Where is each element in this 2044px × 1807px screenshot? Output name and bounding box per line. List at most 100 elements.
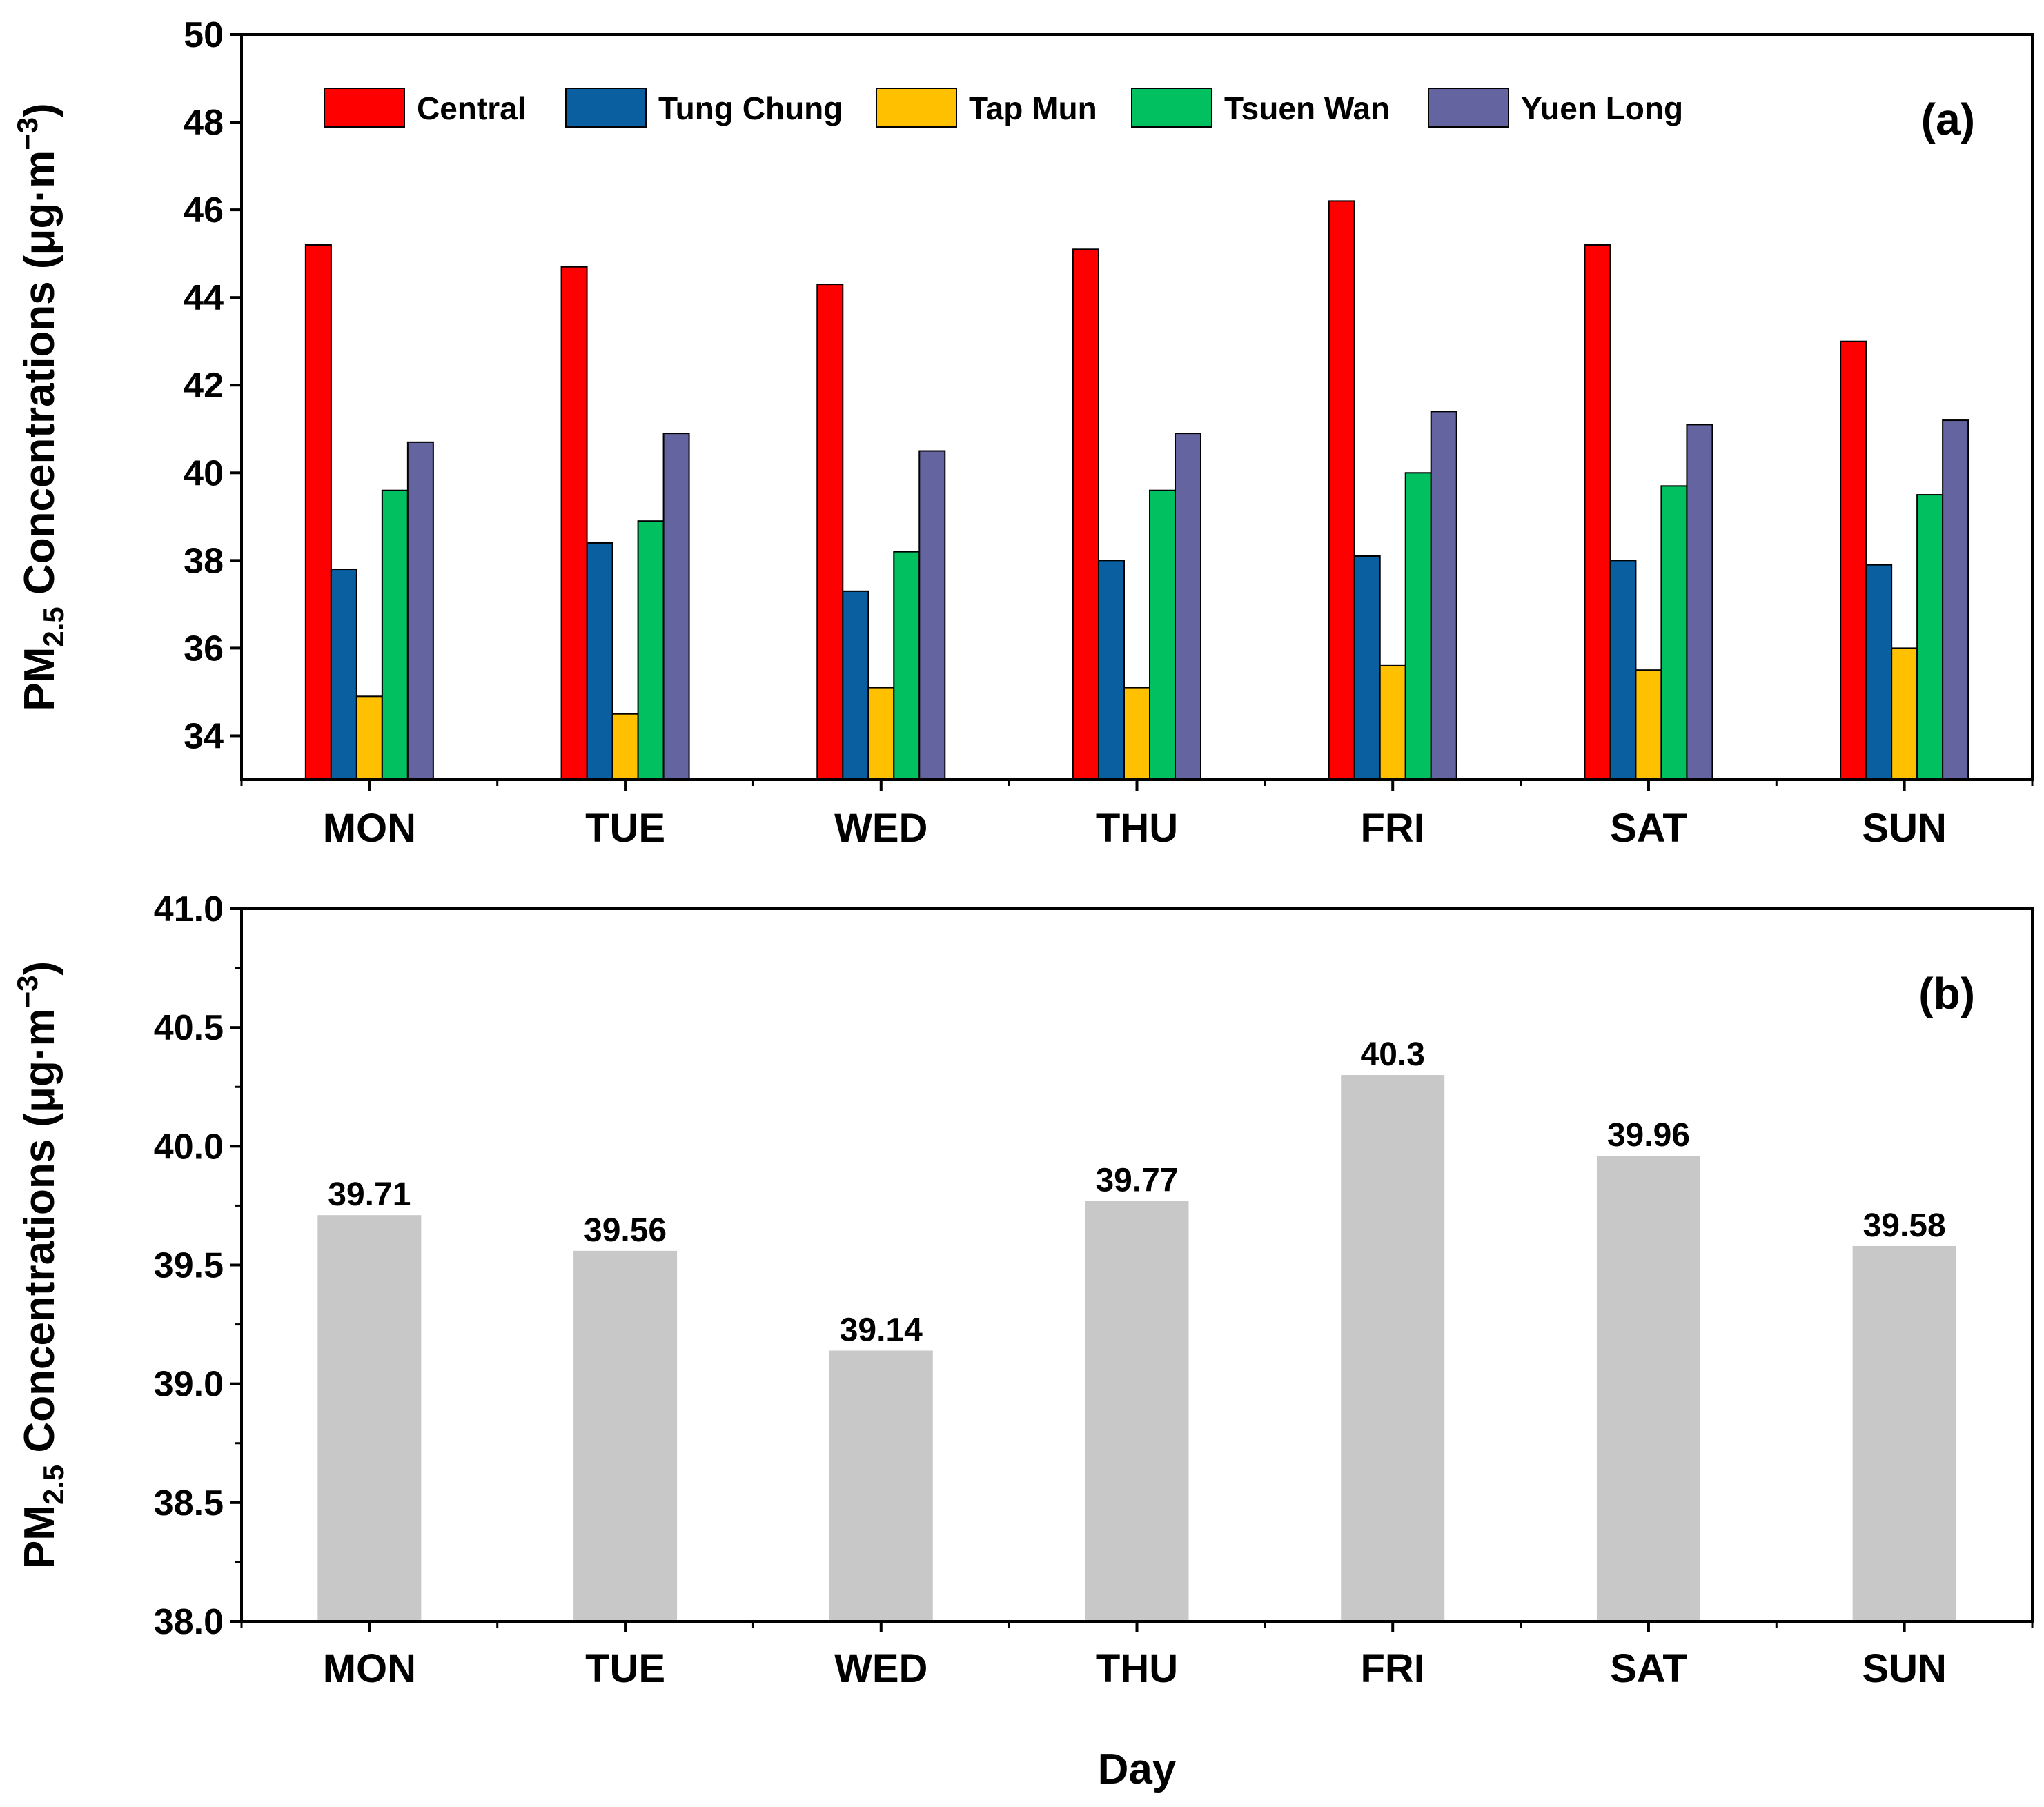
bar-tung-chung-sun (1865, 564, 1893, 780)
bar-central-sat (1584, 244, 1611, 780)
legend-item-yuen-long: Yuen Long (1428, 88, 1683, 128)
legend-label: Tap Mun (969, 90, 1097, 126)
x-tick-label-sun: SUN (1862, 1646, 1946, 1691)
y-tick-label: 39.0 (154, 1365, 224, 1405)
x-tick-label-sat: SAT (1610, 806, 1687, 851)
x-tick-label-thu: THU (1096, 1646, 1178, 1691)
bar-yuen-long-tue (662, 433, 690, 781)
legend-swatch (324, 88, 405, 128)
bar-yuen-long-mon (406, 441, 434, 781)
panel-a-x-axis: MON TUE WED THU FRI SAT SUN (240, 780, 2034, 851)
x-tick-label-fri: FRI (1360, 1646, 1424, 1691)
ylabel-main: PM (16, 1505, 63, 1569)
ylabel-close: ) (16, 103, 63, 117)
bar-tsuen-wan-mon (381, 489, 409, 780)
ylabel-main: PM (16, 647, 63, 711)
bar-average-tue (573, 1250, 678, 1621)
bar-central-thu (1072, 248, 1099, 780)
panel-b-bars: 39.71 39.56 39.14 39.77 40.3 39.96 39.58 (317, 1036, 1956, 1621)
x-tick-label-wed: WED (834, 806, 927, 851)
legend-item-tap-mun: Tap Mun (876, 88, 1097, 128)
bar-tap-mun-sat (1635, 669, 1662, 780)
legend-swatch (565, 88, 647, 128)
ylabel-close: ) (16, 961, 63, 976)
panel-a-y-axis: 34 36 38 40 42 44 46 48 50 (184, 15, 242, 756)
bar-central-mon (304, 244, 332, 780)
legend-label: Tung Chung (658, 90, 843, 126)
x-tick-label-sat: SAT (1610, 1646, 1687, 1691)
legend-label: Yuen Long (1521, 90, 1683, 126)
y-tick-label: 38.5 (154, 1483, 224, 1523)
y-tick-label: 40.5 (154, 1008, 224, 1048)
legend-label: Tsuen Wan (1224, 90, 1390, 126)
legend-swatch (1428, 88, 1509, 128)
bar-yuen-long-sat (1686, 424, 1713, 780)
panel-a-legend: Central Tung Chung Tap Mun Tsuen Wan Yuen Lo… (324, 88, 1683, 128)
data-label-sun: 39.58 (1863, 1207, 1946, 1244)
bar-average-mon (317, 1215, 422, 1621)
bar-central-tue (560, 266, 588, 780)
legend-swatch (876, 88, 957, 128)
panel-a: Central Tung Chung Tap Mun Tsuen Wan Yuen Lo… (11, 15, 2034, 851)
bar-central-wed (816, 284, 844, 780)
x-tick-label-mon: MON (323, 806, 416, 851)
bar-average-fri (1341, 1075, 1445, 1621)
data-label-sat: 39.96 (1607, 1117, 1690, 1154)
ylabel-sub: 2.5 (37, 1465, 70, 1505)
bar-tsuen-wan-sat (1660, 485, 1688, 781)
bar-tung-chung-wed (842, 590, 869, 781)
x-tick-label-thu: THU (1096, 806, 1178, 851)
ylabel-rest: Concentrations (μg·m (16, 1008, 63, 1464)
panel-b-label: (b) (1918, 969, 1975, 1018)
ylabel-rest: Concentrations (μg·m (16, 150, 63, 606)
y-tick-label: 38 (184, 541, 224, 581)
bar-tap-mun-thu (1123, 687, 1150, 781)
x-tick-label-sun: SUN (1862, 806, 1946, 851)
bar-yuen-long-wed (918, 450, 946, 780)
data-label-tue: 39.56 (584, 1212, 667, 1249)
panel-b-y-axis: 38.0 38.5 39.0 39.5 40.0 40.5 41.0 (154, 889, 242, 1642)
y-tick-label: 39.5 (154, 1246, 224, 1286)
panel-a-y-axis-title: PM2.5 Concentrations (μg·m−3) (11, 103, 70, 711)
y-tick-label: 40 (184, 453, 224, 493)
x-tick-label-wed: WED (834, 1646, 927, 1691)
bar-central-sun (1840, 340, 1867, 780)
bar-average-wed (829, 1350, 933, 1621)
y-tick-label: 44 (184, 278, 224, 318)
panel-b-x-axis: MON TUE WED THU FRI SAT SUN (240, 1621, 2034, 1691)
bar-yuen-long-thu (1175, 433, 1201, 781)
data-label-wed: 39.14 (840, 1312, 923, 1348)
legend-label: Central (417, 90, 526, 126)
bar-average-thu (1085, 1201, 1189, 1621)
bar-average-sun (1852, 1245, 1956, 1621)
bar-yuen-long-fri (1430, 411, 1457, 780)
y-tick-label: 36 (184, 629, 224, 669)
bar-tsuen-wan-sun (1916, 494, 1944, 780)
legend-item-tsuen-wan: Tsuen Wan (1131, 88, 1390, 128)
bar-yuen-long-sun (1942, 419, 1969, 780)
panel-b-x-axis-title: Day (1098, 1746, 1177, 1793)
bar-average-sat (1596, 1156, 1700, 1621)
bar-tsuen-wan-tue (637, 520, 665, 780)
y-tick-label: 42 (184, 366, 224, 406)
y-tick-label: 46 (184, 190, 224, 230)
data-label-fri: 40.3 (1361, 1036, 1425, 1073)
ylabel-sup: −3 (11, 975, 43, 1008)
y-tick-label: 41.0 (154, 889, 224, 929)
bar-tung-chung-mon (330, 569, 357, 780)
bar-tsuen-wan-wed (893, 551, 921, 780)
bar-tung-chung-tue (586, 542, 613, 780)
legend-swatch (1131, 88, 1212, 128)
legend-item-tung-chung: Tung Chung (565, 88, 843, 128)
ylabel-sup: −3 (11, 117, 43, 150)
panel-a-label: (a) (1921, 95, 1975, 144)
x-tick-label-tue: TUE (585, 806, 665, 851)
data-label-mon: 39.71 (328, 1176, 411, 1213)
y-tick-label: 40.0 (154, 1127, 224, 1167)
bar-tsuen-wan-fri (1404, 472, 1432, 780)
bar-tap-mun-sun (1891, 647, 1918, 780)
bar-central-fri (1328, 200, 1355, 781)
data-label-thu: 39.77 (1095, 1163, 1178, 1199)
bar-tung-chung-fri (1353, 555, 1381, 780)
